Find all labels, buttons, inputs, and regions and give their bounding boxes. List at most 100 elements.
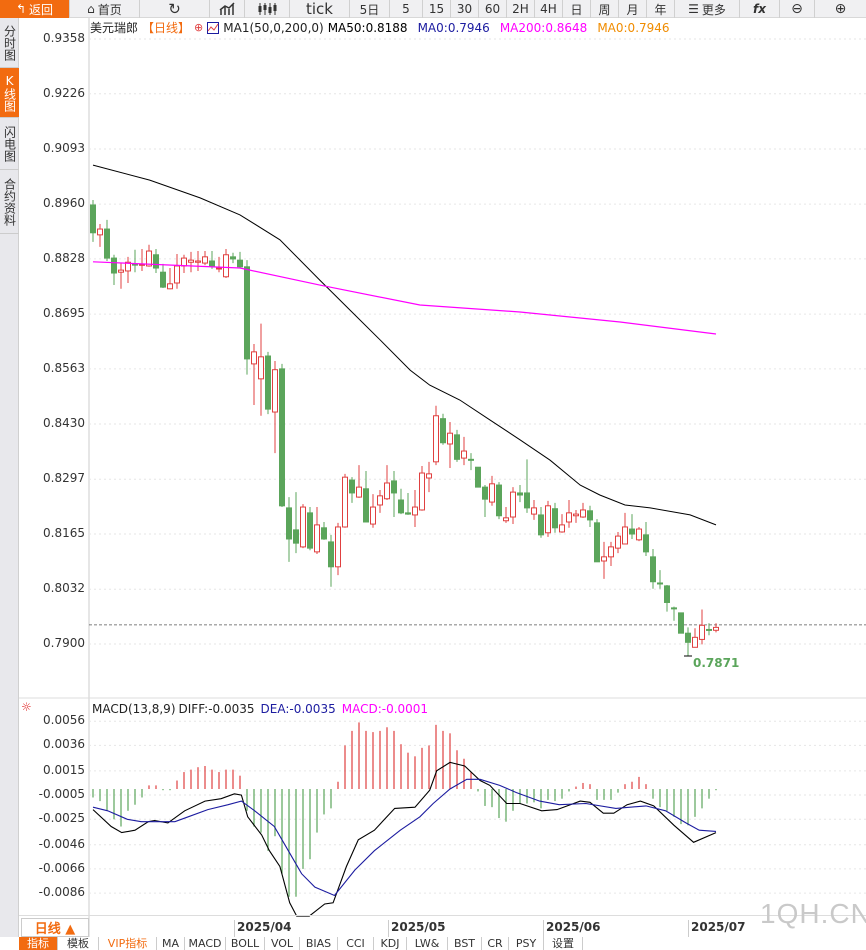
candle — [615, 531, 621, 554]
price-tick-label: 0.9093 — [43, 140, 85, 155]
candle — [335, 522, 341, 576]
tab-boll[interactable]: BOLL — [226, 937, 265, 950]
tab-bias[interactable]: BIAS — [300, 937, 338, 950]
candle-body — [195, 260, 201, 263]
period-30-button[interactable]: 30 — [451, 0, 479, 18]
candle — [496, 482, 502, 520]
candle — [524, 459, 530, 513]
ma50-line — [92, 164, 717, 526]
period-month-button[interactable]: 月 — [619, 0, 647, 18]
period-4h-button[interactable]: 4H — [535, 0, 563, 18]
candle — [132, 249, 138, 273]
tab-indicators[interactable]: 指标 — [19, 937, 58, 950]
candlestick-button[interactable] — [245, 0, 290, 18]
candle-body — [160, 271, 166, 288]
candle-body — [125, 261, 131, 272]
candle — [440, 413, 446, 445]
back-button[interactable]: ↰ 返回 — [0, 0, 70, 18]
candle — [517, 485, 523, 503]
period-week-button[interactable]: 周 — [591, 0, 619, 18]
candle-body — [104, 228, 110, 259]
date-label: 2025/04 — [234, 920, 291, 938]
period-5-button[interactable]: 5 — [390, 0, 423, 18]
zoom-in-button[interactable]: ⊕ — [815, 0, 866, 18]
tab-ma[interactable]: MA — [157, 937, 185, 950]
home-button[interactable]: ⌂ 首页 — [70, 0, 140, 18]
candlestick-icon — [258, 3, 277, 15]
candle — [559, 514, 565, 533]
ma-indicator-name: MA1(50,0,200,0) — [223, 20, 324, 35]
macd-dea: DEA:-0.0035 — [260, 702, 336, 716]
candle — [111, 254, 117, 286]
tab-cci[interactable]: CCI — [338, 937, 374, 950]
tab-vip[interactable]: VIP指标 — [99, 937, 157, 950]
period-day-button[interactable]: 日 — [563, 0, 591, 18]
tab-bst[interactable]: BST — [448, 937, 482, 950]
tab-kdj[interactable]: KDJ — [374, 937, 407, 950]
period-year-button[interactable]: 年 — [647, 0, 675, 18]
side-tab-contract-info[interactable]: 合约资料 — [0, 170, 19, 234]
candle — [412, 490, 418, 527]
tab-cr[interactable]: CR — [482, 937, 509, 950]
period-60-button[interactable]: 60 — [479, 0, 507, 18]
candle-body — [538, 514, 544, 536]
candle — [650, 548, 656, 589]
candle — [314, 507, 320, 554]
candle — [195, 251, 201, 271]
tab-psy[interactable]: PSY — [509, 937, 544, 950]
candle — [510, 487, 516, 525]
candle — [97, 224, 103, 247]
indicator-tabs: 指标 模板 VIP指标 MA MACD BOLL VOL BIAS CCI KD… — [0, 937, 866, 950]
candle — [328, 534, 334, 587]
macd-tick-label: 0.0056 — [43, 713, 85, 728]
candle-body — [90, 204, 96, 234]
candle — [230, 252, 236, 264]
five-day-button[interactable]: 5日 — [350, 0, 390, 18]
period-15-button[interactable]: 15 — [423, 0, 451, 18]
candle-body — [643, 534, 649, 553]
candle-body — [153, 254, 159, 269]
target-icon[interactable]: ⊕ — [194, 21, 204, 34]
candle — [503, 507, 509, 523]
formula-button[interactable]: fx — [740, 0, 780, 18]
candle-body — [545, 505, 551, 534]
candle-body — [461, 450, 467, 459]
candle — [398, 488, 404, 515]
candle — [713, 623, 719, 633]
candle — [629, 514, 635, 539]
tab-wr[interactable]: LW& — [407, 937, 448, 950]
period-selector[interactable]: 日线 ▲ — [21, 918, 89, 937]
candle — [307, 507, 313, 551]
tab-vol[interactable]: VOL — [265, 937, 300, 950]
settings-icon[interactable]: ☼ — [21, 700, 32, 714]
side-tab-timeshare[interactable]: 分时图 — [0, 18, 19, 68]
more-button[interactable]: ☰ 更多 — [675, 0, 740, 18]
tab-settings[interactable]: 设置 — [544, 937, 583, 950]
watermark-logo: 1QH.CN — [760, 898, 866, 929]
side-tab-flash[interactable]: 闪电图 — [0, 118, 19, 170]
candle — [279, 363, 285, 508]
macd-tick-label: -0.0086 — [38, 885, 85, 900]
macd-legend: MACD(13,8,9) DIFF:-0.0035 DEA:-0.0035 MA… — [92, 702, 428, 716]
indicator-icon[interactable] — [207, 21, 220, 34]
zoom-out-button[interactable]: ⊖ — [780, 0, 815, 18]
candle — [608, 541, 614, 566]
candle-body — [671, 607, 677, 610]
candle-body — [489, 483, 495, 503]
tab-macd[interactable]: MACD — [185, 937, 226, 950]
indicator-chart-button[interactable] — [210, 0, 245, 18]
candle-body — [517, 492, 523, 496]
side-tab-kline[interactable]: K线图 — [0, 68, 19, 118]
period-2h-button[interactable]: 2H — [507, 0, 535, 18]
candle-body — [699, 624, 705, 640]
candle — [426, 461, 432, 493]
tick-button[interactable]: tick — [290, 0, 350, 18]
home-icon: ⌂ — [87, 2, 95, 16]
menu-icon: ☰ — [688, 2, 699, 16]
candle — [545, 500, 551, 537]
candle-body — [622, 526, 628, 545]
candle-body — [209, 260, 215, 267]
refresh-button[interactable]: ↻ — [140, 0, 210, 18]
tab-template[interactable]: 模板 — [58, 937, 99, 950]
